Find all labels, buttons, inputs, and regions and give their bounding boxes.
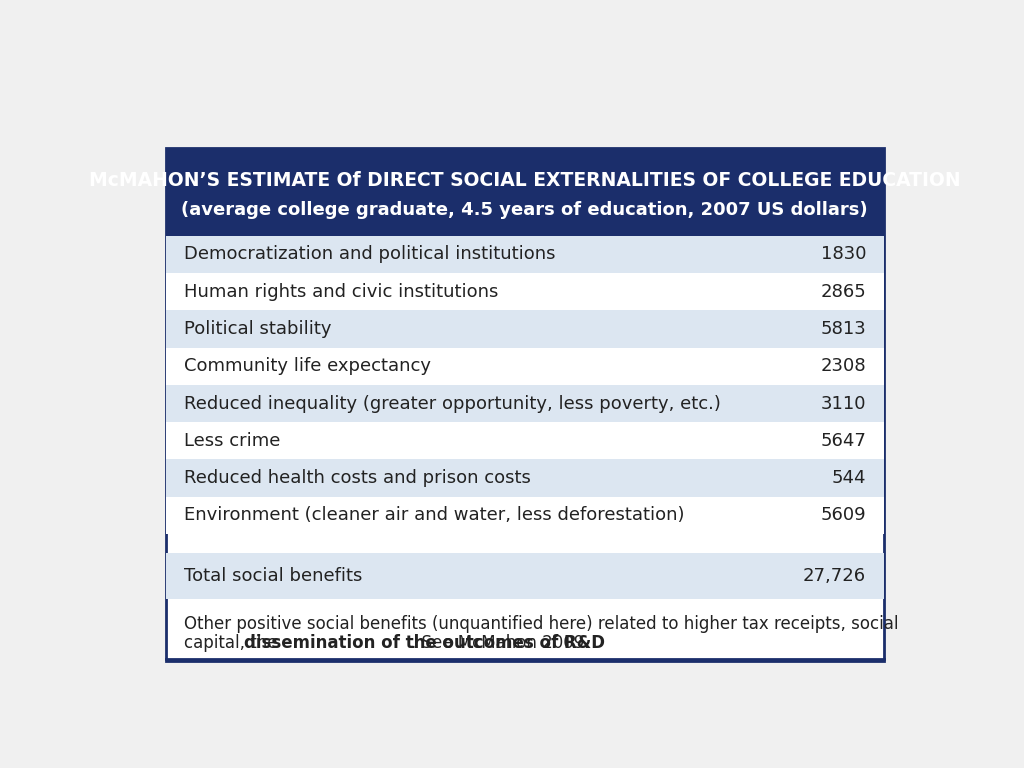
Bar	[166, 148, 884, 661]
Bar	[166, 385, 884, 422]
Text: 1830: 1830	[820, 246, 866, 263]
Text: Total social benefits: Total social benefits	[183, 567, 361, 585]
Bar	[166, 348, 884, 385]
Text: Environment (cleaner air and water, less deforestation): Environment (cleaner air and water, less…	[183, 506, 684, 525]
Text: capital, the: capital, the	[183, 634, 283, 652]
Text: 2308: 2308	[820, 357, 866, 376]
Text: 3110: 3110	[820, 395, 866, 412]
Text: Less crime: Less crime	[183, 432, 280, 450]
Text: Human rights and civic institutions: Human rights and civic institutions	[183, 283, 498, 301]
Text: 5813: 5813	[820, 320, 866, 338]
Text: Other positive social benefits (unquantified here) related to higher tax receipt: Other positive social benefits (unquanti…	[183, 615, 898, 633]
Bar	[166, 273, 884, 310]
Text: Reduced inequality (greater opportunity, less poverty, etc.): Reduced inequality (greater opportunity,…	[183, 395, 721, 412]
Text: 2865: 2865	[820, 283, 866, 301]
Bar	[166, 236, 884, 273]
Text: 5647: 5647	[820, 432, 866, 450]
Bar	[166, 310, 884, 348]
Bar	[166, 459, 884, 497]
Bar	[166, 497, 884, 534]
Bar	[166, 148, 884, 236]
Bar	[166, 553, 884, 599]
Text: dissemination of the outcomes of R&D: dissemination of the outcomes of R&D	[244, 634, 605, 652]
Text: Community life expectancy: Community life expectancy	[183, 357, 430, 376]
Bar	[166, 422, 884, 459]
Text: (average college graduate, 4.5 years of education, 2007 US dollars): (average college graduate, 4.5 years of …	[181, 201, 868, 220]
Text: Political stability: Political stability	[183, 320, 331, 338]
Text: 27,726: 27,726	[803, 567, 866, 585]
Text: McMAHON’S ESTIMATE Of DIRECT SOCIAL EXTERNALITIES OF COLLEGE EDUCATION: McMAHON’S ESTIMATE Of DIRECT SOCIAL EXTE…	[89, 171, 961, 190]
Text: 544: 544	[831, 469, 866, 487]
Text: . See McMahon 2009.: . See McMahon 2009.	[411, 634, 590, 652]
Text: 5609: 5609	[820, 506, 866, 525]
Text: Democratization and political institutions: Democratization and political institutio…	[183, 246, 555, 263]
Text: Reduced health costs and prison costs: Reduced health costs and prison costs	[183, 469, 530, 487]
